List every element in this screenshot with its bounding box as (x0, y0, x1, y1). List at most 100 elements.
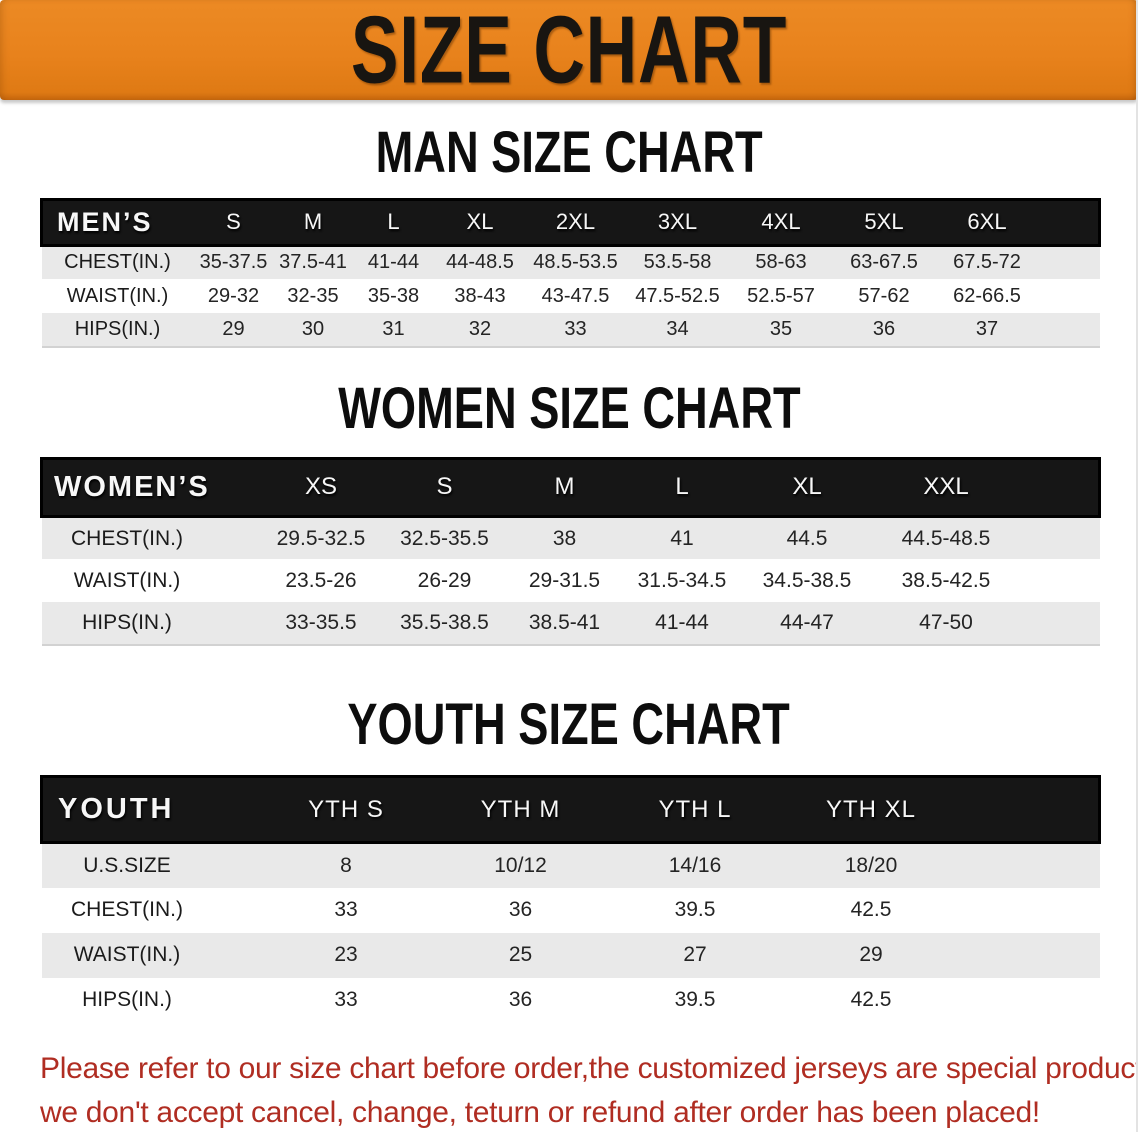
women-header-row: WOMEN’S XS S M L XL XXL (41, 458, 1100, 517)
measurement-row: HIPS(IN.) 33-35.5 35.5-38.5 38.5-41 41-44 44-… (41, 602, 1100, 646)
value-cell: 29-31.5 (528, 568, 601, 592)
value-cell: 33 (564, 318, 587, 341)
size-header-cell: XL (792, 473, 822, 501)
disclaimer-line-1: Please refer to our size chart before or… (40, 1051, 1138, 1085)
value-cell: 62-66.5 (953, 284, 1021, 307)
filler-cell (960, 933, 1100, 978)
filler-cell (960, 888, 1100, 933)
value-cell: 23 (334, 943, 358, 967)
value-cell: 41-44 (655, 611, 709, 635)
women-size-chart-title: WOMEN SIZE CHART (337, 376, 801, 442)
women-size-table: WOMEN’S XS S M L XL XXL CHEST(IN.) 29.5-32.5 32.5… (40, 457, 1101, 647)
measurement-row: HIPS(IN.) 33 36 39.5 42.5 (41, 977, 1100, 1023)
value-cell: 58-63 (755, 251, 807, 274)
value-cell: 39.5 (674, 988, 716, 1012)
value-cell: 42.5 (850, 898, 892, 922)
filler-cell (1019, 516, 1100, 559)
size-header-cell: YTH L (658, 795, 732, 823)
youth-section-title-row: YOUTH SIZE CHART (0, 692, 1138, 759)
value-cell: 37 (975, 318, 999, 341)
value-cell: 63-67.5 (850, 251, 918, 274)
size-header-cell: YTH S (308, 795, 384, 823)
measurement-row: WAIST(IN.) 29-32 32-35 35-38 38-43 43-47.5 47.… (41, 279, 1100, 314)
youth-header-row: YOUTH YTH S YTH M YTH L YTH XL (41, 776, 1100, 843)
measurement-row: WAIST(IN.) 23.5-26 26-29 29-31.5 31.5-34.5 34… (41, 559, 1100, 603)
value-cell: 29-32 (207, 284, 260, 307)
measurement-row: WAIST(IN.) 23 25 27 29 (41, 932, 1100, 978)
filler-cell (960, 978, 1100, 1023)
disclaimer-line-2: we don't accept cancel, change, teturn o… (40, 1095, 1040, 1129)
value-cell: 32 (468, 318, 492, 341)
value-cell: 10/12 (494, 853, 547, 877)
filler-cell (960, 843, 1100, 888)
value-cell: 42.5 (850, 988, 892, 1012)
value-cell: 8 (340, 853, 352, 877)
size-chart-banner: SIZE CHART (0, 0, 1138, 100)
filler-cell (1019, 559, 1100, 602)
size-header-cell: 2XL (555, 209, 596, 235)
value-cell: 41 (670, 526, 694, 550)
value-cell: 35 (769, 318, 793, 341)
value-cell: 30 (301, 318, 325, 341)
value-cell: 34.5-38.5 (762, 568, 852, 592)
measurement-row: HIPS(IN.) 29 30 31 32 33 34 35 36 37 (41, 313, 1100, 348)
value-cell: 31 (382, 318, 405, 341)
row-label: HIPS(IN.) (82, 988, 172, 1012)
value-cell: 32-35 (287, 284, 339, 307)
value-cell: 53.5-58 (643, 251, 712, 274)
size-header-cell: YTH XL (825, 795, 917, 823)
filler-cell (1039, 245, 1100, 279)
size-header-cell: XL (466, 209, 494, 235)
value-cell: 44.5 (786, 526, 828, 550)
value-cell: 33-35.5 (285, 611, 357, 635)
row-label: WAIST(IN.) (66, 284, 169, 307)
value-cell: 35-38 (367, 284, 420, 307)
filler-cell (1039, 279, 1100, 313)
size-header-cell: XXL (923, 473, 969, 501)
size-header-cell: M (303, 209, 323, 235)
size-header-cell: L (675, 473, 689, 501)
filler-cell (960, 777, 1100, 843)
row-label: CHEST(IN.) (71, 526, 183, 550)
value-cell: 38.5-41 (528, 611, 601, 635)
row-label: CHEST(IN.) (71, 898, 183, 922)
size-header-cell: 4XL (761, 209, 801, 235)
value-cell: 67.5-72 (953, 251, 1021, 274)
measurement-row: CHEST(IN.) 29.5-32.5 32.5-35.5 38 41 44.5 44.5… (41, 516, 1100, 560)
value-cell: 44-48.5 (446, 251, 514, 274)
measurement-row: CHEST(IN.) 33 36 39.5 42.5 (41, 887, 1100, 933)
size-header-cell: 5XL (864, 209, 904, 235)
youth-table-label: YOUTH (58, 793, 175, 826)
filler-cell (1019, 458, 1100, 516)
size-header-cell: S (436, 473, 453, 501)
value-cell: 38.5-42.5 (901, 568, 991, 592)
value-cell: 39.5 (674, 898, 716, 922)
size-header-cell: 6XL (967, 209, 1007, 235)
man-section-title-row: MAN SIZE CHART (0, 120, 1138, 187)
value-cell: 32.5-35.5 (400, 526, 489, 550)
measurement-row: CHEST(IN.) 35-37.5 37.5-41 41-44 44-48.5 48.5… (41, 245, 1100, 280)
value-cell: 29 (222, 318, 245, 341)
value-cell: 29.5-32.5 (276, 526, 366, 550)
size-header-cell: XS (304, 473, 337, 501)
value-cell: 23.5-26 (285, 568, 357, 592)
men-table-label: MEN’S (57, 206, 153, 237)
value-cell: 25 (508, 943, 533, 967)
women-table-label: WOMEN’S (54, 470, 210, 503)
page-edge-line (1136, 0, 1138, 1132)
row-label: WAIST(IN.) (73, 943, 181, 967)
row-label: WAIST(IN.) (73, 568, 181, 592)
value-cell: 35-37.5 (199, 251, 268, 274)
value-cell: 26-29 (417, 568, 472, 592)
size-header-cell: 3XL (657, 209, 698, 235)
value-cell: 43-47.5 (541, 284, 610, 307)
value-cell: 47-50 (919, 611, 973, 635)
banner-title: SIZE CHART (350, 0, 788, 104)
filler-cell (1039, 313, 1100, 347)
value-cell: 33 (334, 898, 358, 922)
row-label: U.S.SIZE (83, 853, 171, 877)
value-cell: 33 (334, 988, 358, 1012)
value-cell: 31.5-34.5 (637, 568, 727, 592)
value-cell: 52.5-57 (747, 284, 815, 307)
row-label: HIPS(IN.) (82, 611, 172, 635)
